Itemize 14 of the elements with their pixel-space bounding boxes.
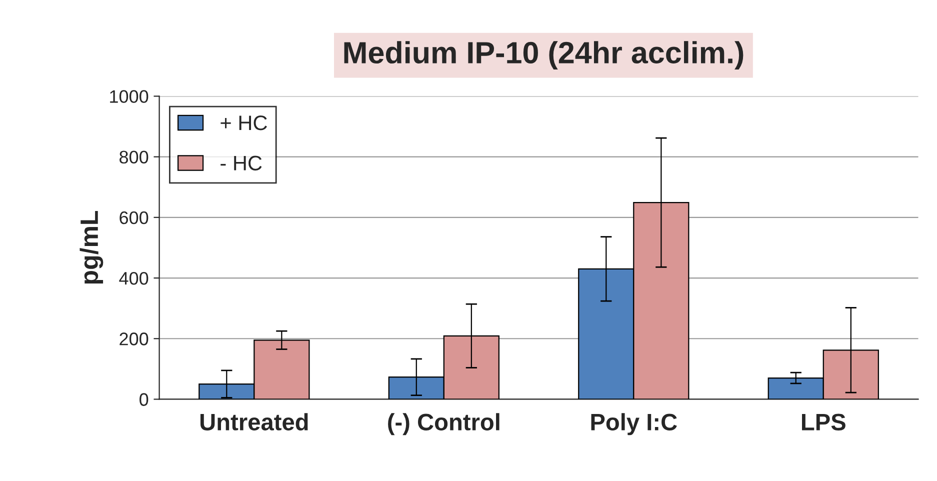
y-tick-label: 400 [119,272,148,285]
x-tick-label: Poly I:C [591,413,677,436]
legend-label: + HC [220,116,267,130]
x-tick-label: (-) Control [388,413,500,436]
y-tick-label: 1000 [110,90,148,103]
y-tick-label: 600 [120,211,148,224]
y-axis-title: pg/mL [80,210,104,284]
y-tick-label: 800 [120,150,148,164]
chart-title: Medium IP-10 (24hr acclim.) [344,41,744,70]
legend-label: - HC [220,156,262,171]
y-tick-label: 0 [140,393,148,406]
x-tick-label: Untreated [200,413,308,430]
x-tick-label: LPS [802,414,846,430]
y-tick-label: 200 [120,332,148,346]
